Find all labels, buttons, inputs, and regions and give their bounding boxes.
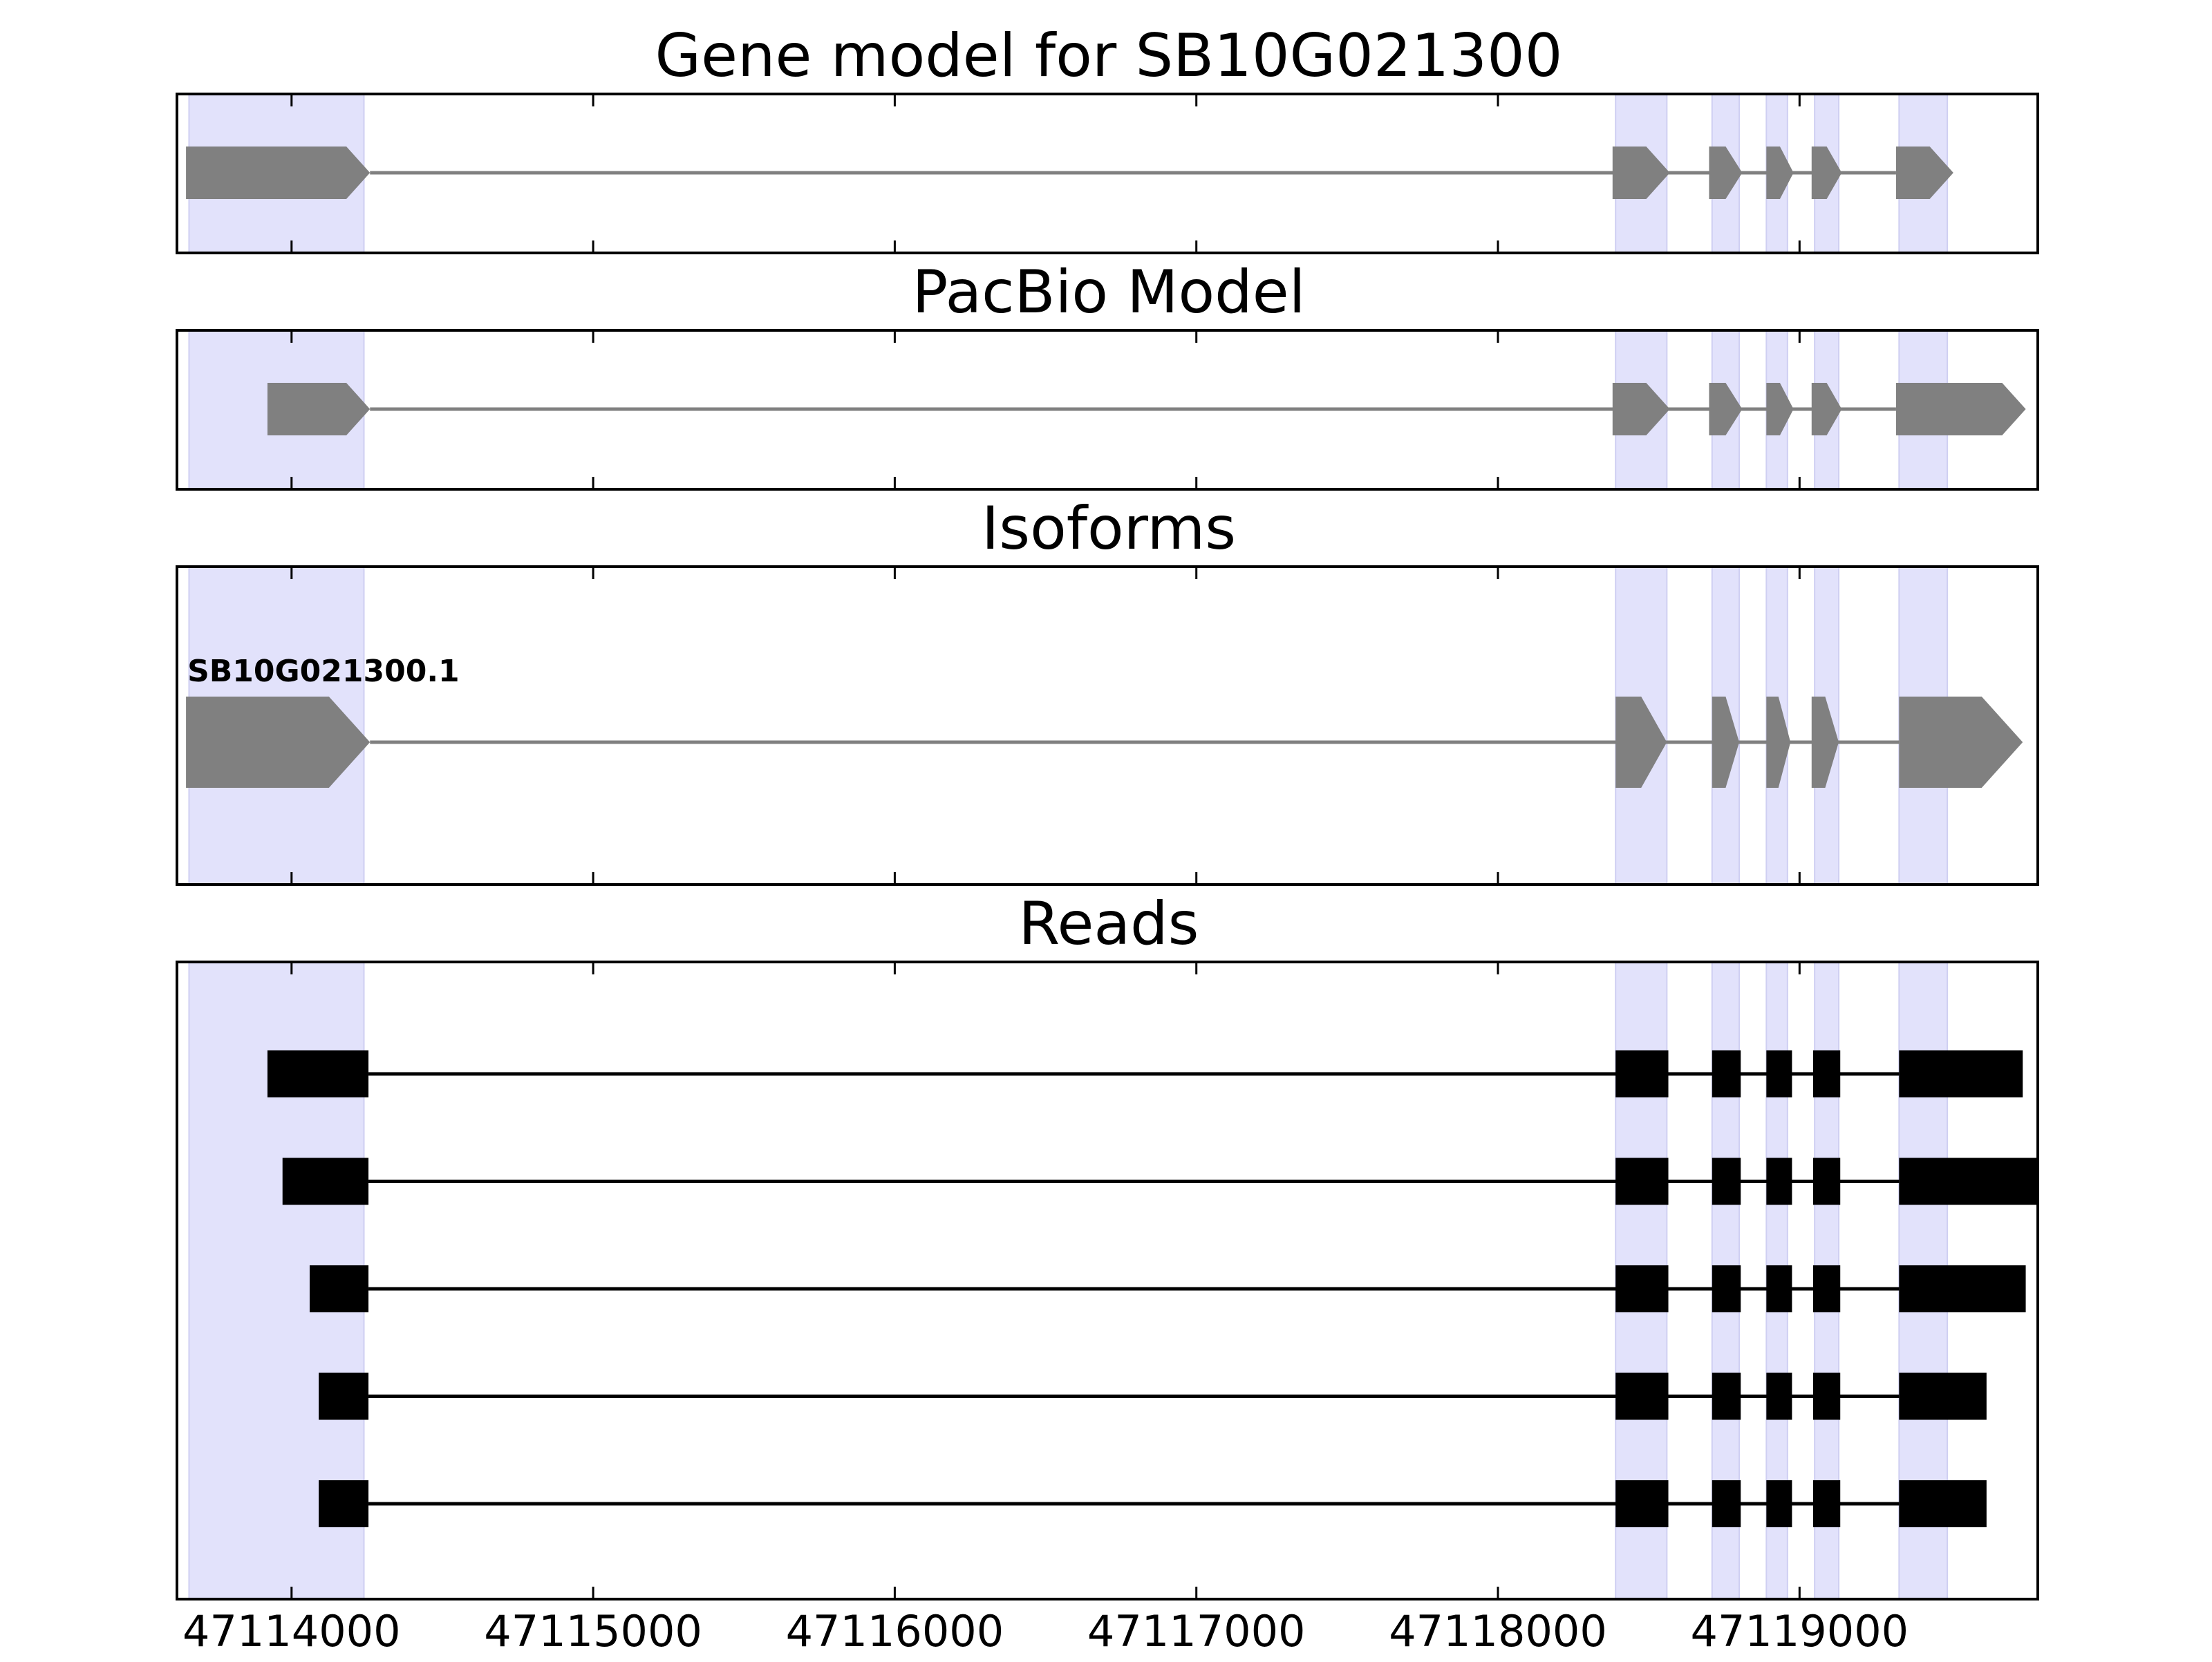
exon-arrow [1709, 383, 1743, 435]
panel-3: SB10G021300.1 Isoforms [176, 494, 2039, 886]
panel-title: Reads [1019, 889, 1199, 959]
gene-model-feature [186, 147, 1953, 199]
read [309, 1265, 2026, 1312]
x-tick-label: 47118000 [1389, 1606, 1607, 1656]
exon-arrow [1766, 147, 1794, 199]
read-block [1615, 1265, 1669, 1312]
x-tick-label: 47119000 [1691, 1606, 1909, 1656]
read-block [267, 1050, 369, 1097]
read-block [309, 1265, 369, 1312]
exon-arrow [1766, 383, 1794, 435]
exon-arrow [1709, 147, 1743, 199]
exon-arrow [1895, 383, 2026, 435]
panel-2: PacBio Model [176, 258, 2039, 491]
read [319, 1480, 1987, 1527]
read-block [1766, 1480, 1792, 1527]
x-tick-label: 47115000 [484, 1606, 702, 1656]
read-block [319, 1480, 369, 1527]
read [267, 1050, 2023, 1097]
read-block [1766, 1265, 1792, 1312]
read-block [1615, 1372, 1669, 1420]
exon-arrow [1612, 383, 1670, 435]
exon-arrow [1615, 697, 1667, 788]
panel-1: Gene model for SB10G021300 [176, 21, 2039, 254]
read-block [1899, 1158, 2038, 1205]
read-block [319, 1372, 369, 1420]
read-block [1766, 1050, 1792, 1097]
x-tick-label: 47117000 [1087, 1606, 1306, 1656]
read-block [1812, 1372, 1841, 1420]
panel-frame [176, 565, 2039, 886]
read-block [1712, 1372, 1741, 1420]
read-block [1899, 1480, 1987, 1527]
read-block [1812, 1480, 1841, 1527]
gene-model-feature [267, 383, 2026, 435]
panel-title: Gene model for SB10G021300 [655, 21, 1563, 91]
exon-arrow [186, 697, 371, 788]
read-block [1766, 1372, 1792, 1420]
read-block [1712, 1050, 1741, 1097]
panel-frame [176, 93, 2039, 254]
panel-title: Isoforms [982, 494, 1236, 563]
exon-arrow [1899, 697, 2023, 788]
read-block [1615, 1158, 1669, 1205]
exon-arrow [1712, 697, 1740, 788]
read-block [1899, 1372, 1987, 1420]
read-block [1615, 1480, 1669, 1527]
panel-frame [176, 961, 2039, 1600]
gene-model-feature: SB10G021300.1 [186, 654, 2023, 788]
read [282, 1158, 2038, 1205]
exon-arrow [1612, 147, 1670, 199]
read-block [1766, 1158, 1792, 1205]
panel-title: PacBio Model [912, 258, 1305, 327]
isoform-label: SB10G021300.1 [187, 654, 460, 689]
exon-arrow [1811, 383, 1842, 435]
read-block [1899, 1050, 2023, 1097]
exon-arrow [1811, 147, 1842, 199]
read-block [1615, 1050, 1669, 1097]
read-block [1812, 1050, 1841, 1097]
read-block [1899, 1265, 2026, 1312]
read-block [1712, 1480, 1741, 1527]
exon-arrow [1895, 147, 1953, 199]
read [319, 1372, 1987, 1420]
exon-arrow [186, 147, 371, 199]
read-block [1812, 1265, 1841, 1312]
exon-arrow [1811, 697, 1839, 788]
panel-frame [176, 329, 2039, 491]
exon-arrow [267, 383, 371, 435]
read-block [282, 1158, 369, 1205]
read-block [1712, 1265, 1741, 1312]
exon-arrow [1766, 697, 1791, 788]
read-block [1712, 1158, 1741, 1205]
x-tick-label: 47114000 [182, 1606, 401, 1656]
x-tick-label: 47116000 [786, 1606, 1004, 1656]
panel-4: Reads [176, 889, 2039, 1600]
read-block [1812, 1158, 1841, 1205]
